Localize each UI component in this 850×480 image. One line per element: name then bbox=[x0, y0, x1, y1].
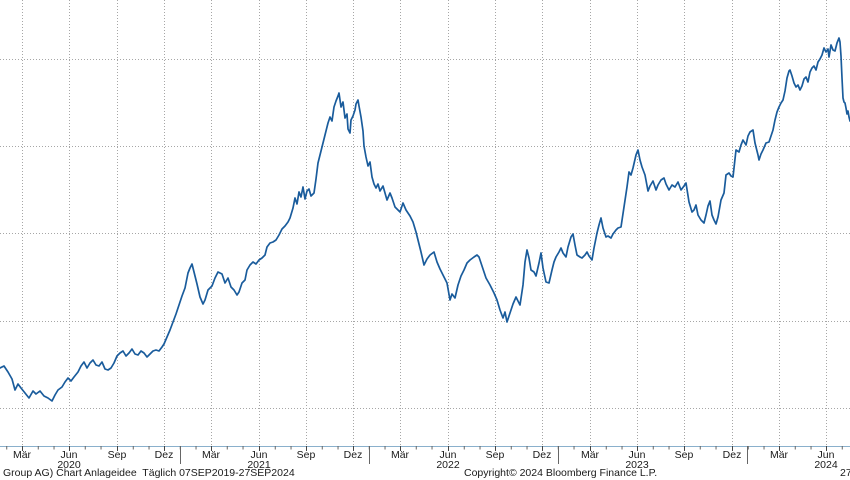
x-axis-year-label: 2020 bbox=[57, 459, 81, 471]
x-axis-month-label: Sep bbox=[486, 449, 505, 461]
price-line bbox=[0, 37, 850, 402]
x-axis-month-label: Jun bbox=[629, 449, 646, 461]
x-axis-month-label: Dez bbox=[533, 449, 552, 461]
x-axis-year-label: 2021 bbox=[247, 459, 271, 471]
x-axis-month-label: Dez bbox=[344, 449, 363, 461]
x-axis-month-label: Jun bbox=[251, 449, 268, 461]
x-axis-year-label: 2024 bbox=[814, 459, 838, 471]
x-axis-year-label: 2022 bbox=[436, 459, 460, 471]
x-axis-month-label: Mär bbox=[770, 449, 789, 461]
x-axis-month-label: Sep bbox=[108, 449, 127, 461]
x-axis-month-label: Mär bbox=[391, 449, 410, 461]
x-axis-month-label: Mär bbox=[202, 449, 221, 461]
x-axis-month-label: Dez bbox=[155, 449, 174, 461]
footer-chart-info: Group AG) Chart Anlageidee Täglich 07SEP… bbox=[3, 467, 295, 479]
footer-timestamp-fragment: 27 bbox=[840, 467, 850, 479]
chart-footer: Group AG) Chart Anlageidee Täglich 07SEP… bbox=[0, 467, 850, 480]
x-axis-month-label: Mär bbox=[13, 449, 32, 461]
x-axis-month-label: Sep bbox=[297, 449, 316, 461]
x-axis-month-label: Sep bbox=[675, 449, 694, 461]
x-axis-month-label: Jun bbox=[818, 449, 835, 461]
footer-copyright: Copyright© 2024 Bloomberg Finance L.P. bbox=[464, 467, 658, 479]
x-axis-month-label: Mär bbox=[581, 449, 600, 461]
x-axis-month-label: Dez bbox=[723, 449, 742, 461]
x-axis-year-label: 2023 bbox=[625, 459, 649, 471]
x-axis-month-label: Jun bbox=[440, 449, 457, 461]
x-axis-month-label: Jun bbox=[61, 449, 78, 461]
